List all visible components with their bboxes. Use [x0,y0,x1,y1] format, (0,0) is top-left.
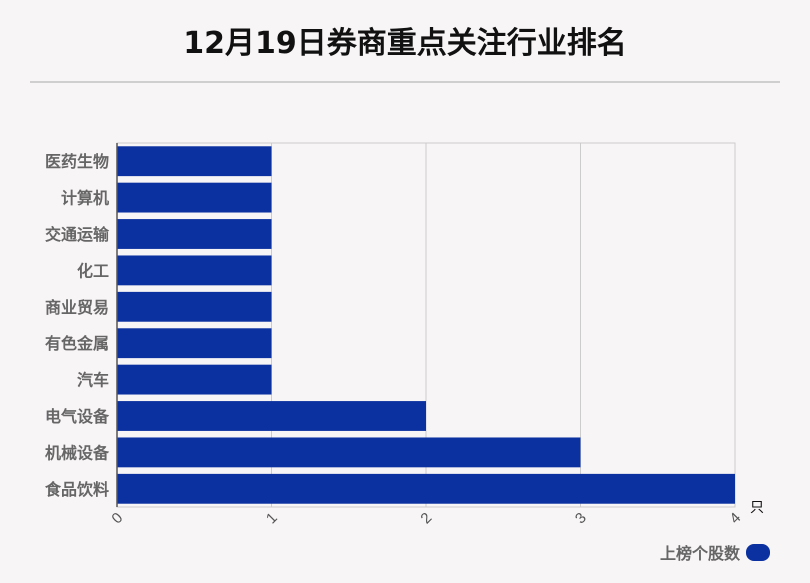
bar [117,146,272,177]
y-tick-label: 计算机 [61,189,109,208]
bar [117,437,581,468]
bar [117,401,426,431]
x-tick-label: 3 [572,509,590,527]
bar [117,219,272,249]
y-tick-label: 电气设备 [45,407,110,426]
bar [117,255,272,286]
x-unit-label: 只 [750,500,764,516]
y-tick-label: 汽车 [77,371,109,390]
y-tick-label: 化工 [77,261,109,280]
y-tick-label: 商业贸易 [45,298,109,317]
x-tick-label: 0 [108,509,126,527]
y-tick-label: 机械设备 [45,443,110,462]
legend-label: 上榜个股数 [659,544,740,563]
bar [117,291,272,322]
y-tick-label: 食品饮料 [44,480,109,499]
legend-swatch [746,543,770,561]
y-tick-label: 有色金属 [45,334,109,353]
chart-title: 12月19日券商重点关注行业排名 [183,26,627,61]
legend[interactable]: 上榜个股数 [660,540,770,564]
y-tick-label: 医药生物 [45,152,109,171]
y-tick-label: 交通运输 [45,225,110,244]
x-tick-label: 4 [726,509,744,527]
title-divider [30,81,780,83]
x-tick-label: 2 [417,509,435,527]
bar [117,182,272,213]
bar [117,473,735,504]
bar [117,364,272,395]
bar [117,328,272,359]
x-tick-label: 1 [263,509,281,527]
